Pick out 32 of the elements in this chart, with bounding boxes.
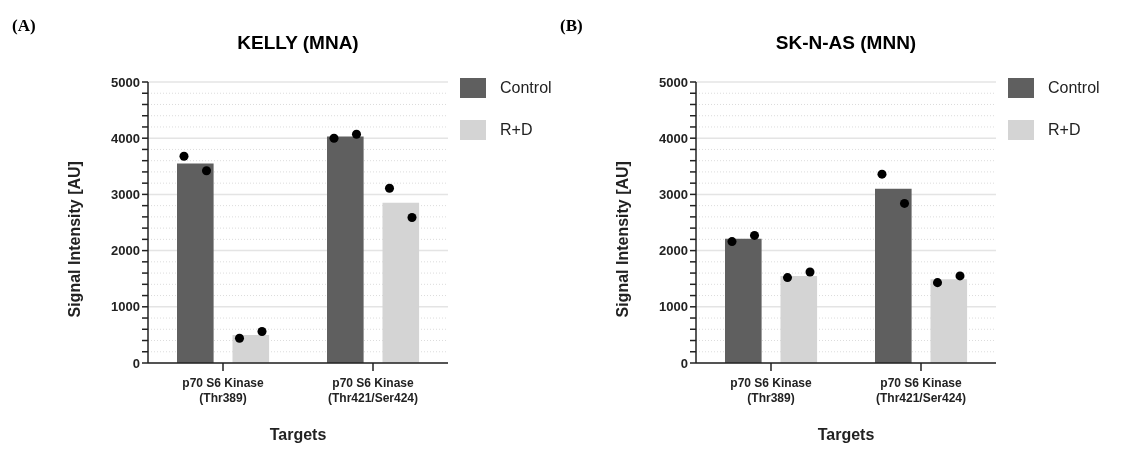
y-tick-label: 3000 (659, 187, 688, 203)
y-tick-label: 2000 (659, 243, 688, 259)
y-tick-label: 4000 (659, 130, 688, 146)
x-tick-label: p70 S6 Kinase (Thr389) (730, 376, 813, 405)
y-tick-label: 0 (132, 355, 140, 371)
x-axis-title: Targets (816, 426, 876, 444)
chart-title: KELLY (MNA) (236, 32, 360, 54)
bar (875, 188, 912, 363)
chart-title: SK-N-AS (MNN) (774, 32, 918, 54)
text: (B) (560, 16, 583, 36)
y-tick-label: 5000 (659, 74, 688, 90)
text: (A) (12, 16, 36, 36)
y-tick-label: 4000 (111, 130, 140, 146)
legend-label: R+D (500, 121, 533, 139)
x-axis-title: Targets (268, 426, 328, 444)
x-tick-label: p70 S6 Kinase (Thr421/Ser424) (327, 376, 419, 405)
bar (327, 136, 364, 363)
bar (177, 163, 214, 363)
legend-label: Control (500, 79, 552, 97)
y-axis-title: Signal Intensity [AU] (65, 161, 83, 318)
x-tick-label: p70 S6 Kinase (Thr421/Ser424) (875, 376, 967, 405)
y-tick-label: 5000 (111, 74, 140, 90)
y-tick-label: 1000 (111, 299, 140, 315)
y-tick-label: 1000 (659, 299, 688, 315)
y-tick-label: 3000 (111, 187, 140, 203)
bar (725, 238, 762, 363)
y-tick-label: 2000 (111, 243, 140, 259)
legend-label: R+D (1048, 121, 1081, 139)
legend-label: Control (1048, 79, 1100, 97)
y-tick-label: 0 (680, 355, 688, 371)
x-tick-label: p70 S6 Kinase (Thr389) (182, 376, 265, 405)
y-axis-title: Signal Intensity [AU] (613, 161, 631, 318)
